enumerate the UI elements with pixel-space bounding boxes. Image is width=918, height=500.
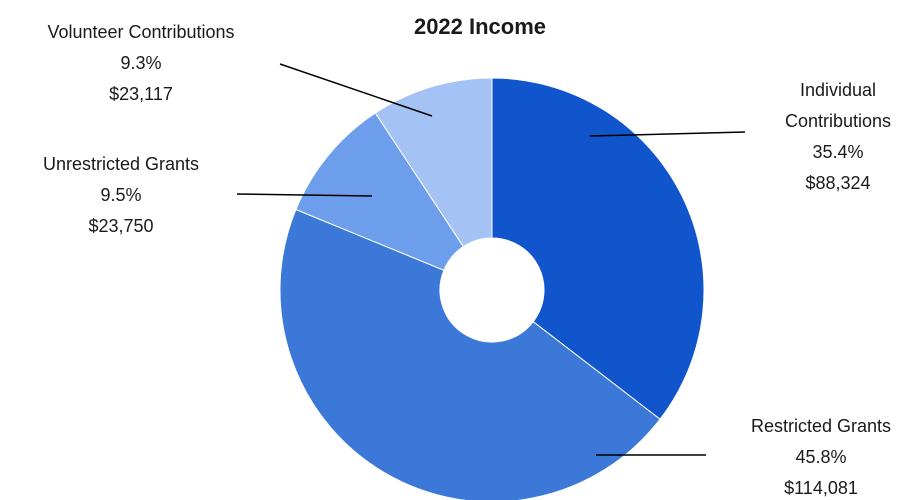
data-label-volunteer-contributions: Volunteer Contributions 9.3% $23,117 (47, 22, 234, 104)
slice-volunteer-contributions (374, 77, 493, 248)
slice-individual-contributions (491, 77, 705, 420)
slice-restricted-grants (279, 208, 661, 500)
leader-line-individual-contributions (589, 131, 746, 137)
leader-line-unrestricted-grants (236, 193, 373, 197)
data-label-restricted-grants: Restricted Grants 45.8% $114,081 (751, 416, 891, 498)
data-label-individual-contributions: Individual Contributions 35.4% $88,324 (785, 80, 891, 193)
slice-unrestricted-grants (295, 112, 465, 271)
chart-title: 2022 Income (413, 14, 547, 39)
leader-line-volunteer-contributions (279, 63, 433, 117)
data-label-unrestricted-grants: Unrestricted Grants 9.5% $23,750 (43, 154, 199, 236)
